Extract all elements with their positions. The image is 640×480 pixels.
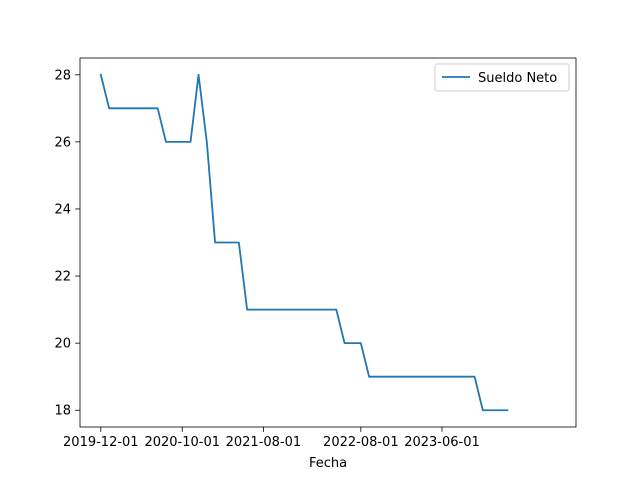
y-tick-label: 28 <box>54 68 71 83</box>
x-tick-label: 2023-06-01 <box>404 435 480 450</box>
x-tick-label: 2020-10-01 <box>144 435 220 450</box>
series-line-0 <box>99 73 509 412</box>
series-layer <box>99 73 509 412</box>
legend: Sueldo Neto <box>434 63 570 92</box>
legend-label: Sueldo Neto <box>478 71 557 86</box>
y-tick-label: 22 <box>54 270 71 285</box>
y-tick-label: 26 <box>54 135 71 150</box>
plot-area <box>80 58 576 427</box>
y-tick-label: 24 <box>54 202 71 217</box>
x-tick-label: 2021-08-01 <box>226 435 302 450</box>
x-tick-label: 2019-12-01 <box>63 435 139 450</box>
plot-frame <box>79 57 577 428</box>
y-tick-label: 20 <box>54 337 71 352</box>
y-tick-label: 18 <box>54 404 71 419</box>
x-axis-title: Fecha <box>309 456 347 471</box>
x-axis-ticks: 2019-12-01 2020-10-01 2021-08-01 2022-08-01… <box>63 427 480 450</box>
y-axis-ticks: 18 20 22 24 26 28 <box>54 68 80 419</box>
legend-box <box>434 63 570 92</box>
x-tick-label: 2022-08-01 <box>323 435 399 450</box>
